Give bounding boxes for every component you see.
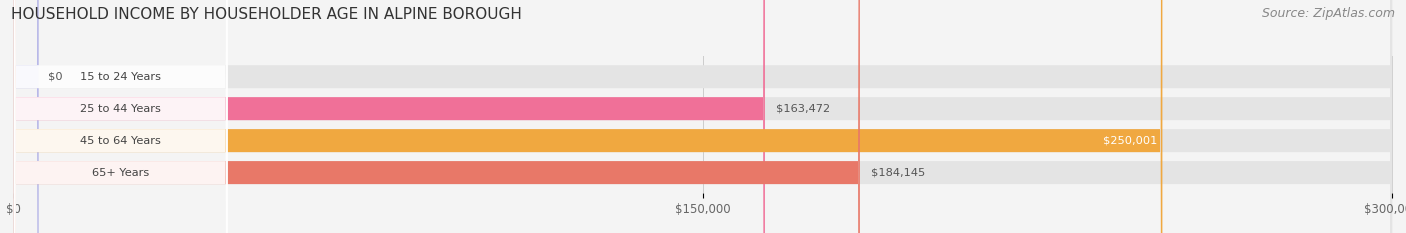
Text: 25 to 44 Years: 25 to 44 Years [80,104,162,114]
Text: HOUSEHOLD INCOME BY HOUSEHOLDER AGE IN ALPINE BOROUGH: HOUSEHOLD INCOME BY HOUSEHOLDER AGE IN A… [11,7,522,22]
Text: 15 to 24 Years: 15 to 24 Years [80,72,162,82]
FancyBboxPatch shape [14,0,1392,233]
FancyBboxPatch shape [14,0,1392,233]
FancyBboxPatch shape [14,0,228,233]
Text: $250,001: $250,001 [1102,136,1157,146]
Text: Source: ZipAtlas.com: Source: ZipAtlas.com [1261,7,1395,20]
FancyBboxPatch shape [14,0,228,233]
Text: $0: $0 [48,72,63,82]
FancyBboxPatch shape [14,0,228,233]
Text: 45 to 64 Years: 45 to 64 Years [80,136,162,146]
FancyBboxPatch shape [14,0,228,233]
Text: $184,145: $184,145 [870,168,925,178]
Text: $163,472: $163,472 [776,104,830,114]
Text: 65+ Years: 65+ Years [93,168,149,178]
FancyBboxPatch shape [14,0,39,233]
FancyBboxPatch shape [14,0,860,233]
FancyBboxPatch shape [14,0,1392,233]
FancyBboxPatch shape [14,0,1392,233]
FancyBboxPatch shape [14,0,765,233]
FancyBboxPatch shape [14,0,1163,233]
